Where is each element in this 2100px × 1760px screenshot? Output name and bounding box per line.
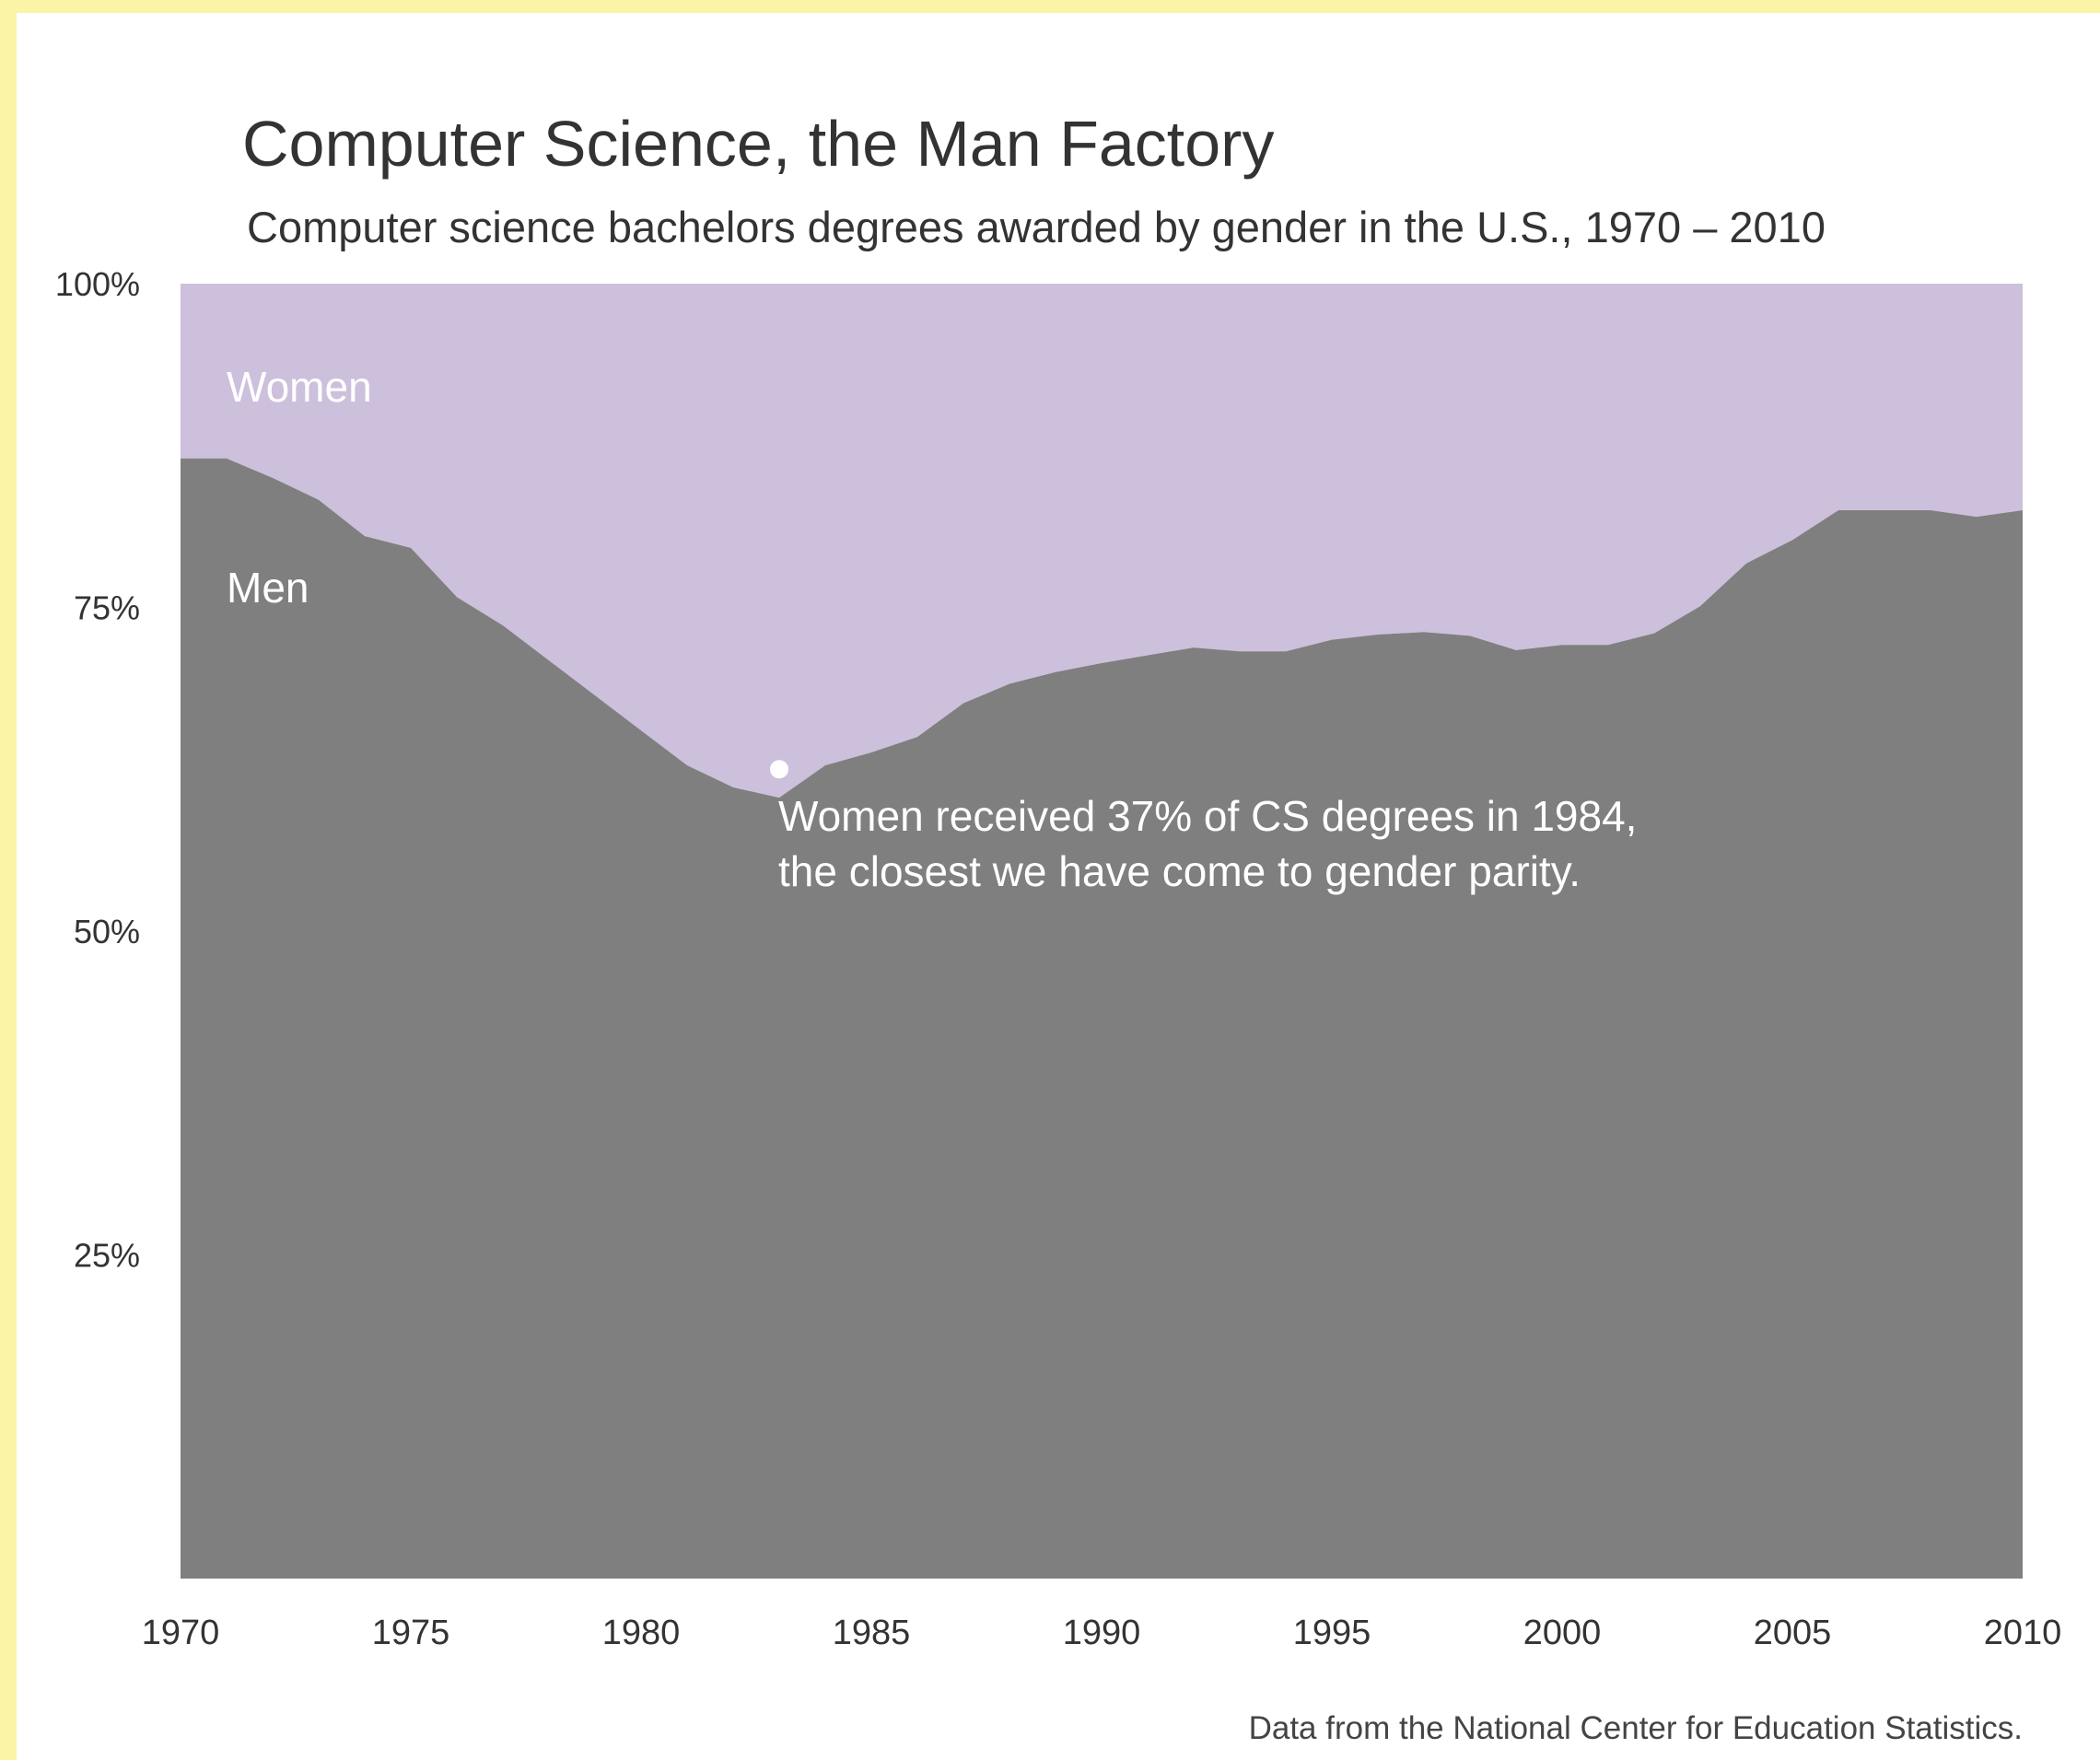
x-tick-label: 1970 [142,1614,220,1652]
x-tick-label: 1995 [1293,1614,1371,1652]
annotation-marker [770,760,788,779]
area-women [181,284,2023,798]
series-label-men: Men [227,564,309,612]
chart-title: Computer Science, the Man Factory [242,108,1275,180]
y-axis: 100% 75% 50% 25% [55,265,140,1275]
area-men [181,458,2023,1579]
data-source-note: Data from the National Center for Educat… [1248,1710,2023,1746]
x-tick-label: 1990 [1063,1614,1141,1652]
x-tick-label: 1975 [372,1614,450,1652]
y-tick-label: 100% [55,265,140,303]
series-labels: Women Men [227,363,372,612]
x-tick-label: 1985 [833,1614,911,1652]
annotation-layer: Women received 37% of CS degrees in 1984… [770,760,1637,895]
chart-subtitle: Computer science bachelors degrees award… [247,203,1826,251]
y-tick-label: 25% [74,1237,140,1275]
chart-areas [181,284,2023,1579]
annotation-text: the closest we have come to gender parit… [778,847,1581,895]
x-tick-label: 2010 [1984,1614,2062,1652]
x-tick-label: 2005 [1754,1614,1832,1652]
x-tick-label: 2000 [1523,1614,1602,1652]
x-axis: 1970 1975 1980 1985 1990 1995 2000 2005 2010 [142,1614,2062,1652]
series-label-women: Women [227,363,372,411]
x-tick-label: 1980 [602,1614,681,1652]
annotation-text: Women received 37% of CS degrees in 1984… [778,792,1637,840]
y-tick-label: 75% [74,589,140,627]
y-tick-label: 50% [74,913,140,950]
